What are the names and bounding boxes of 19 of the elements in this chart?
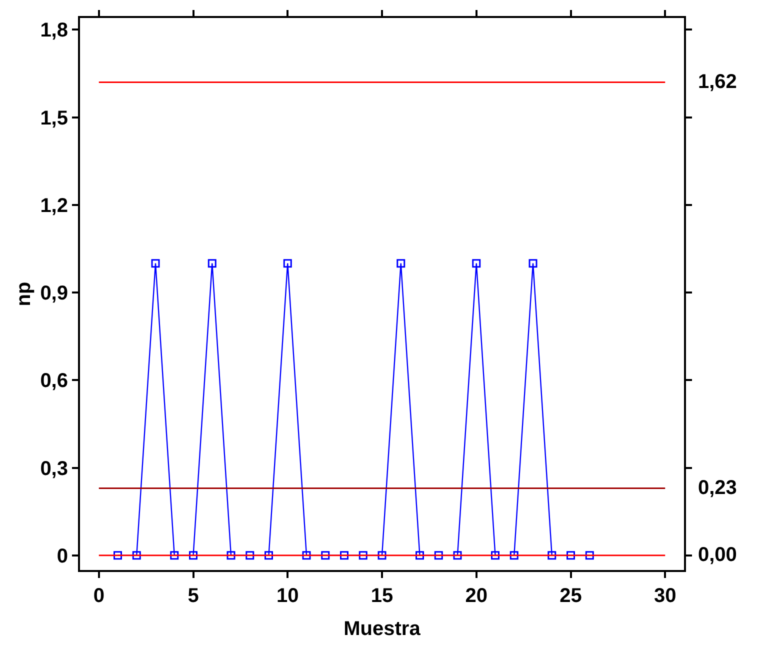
y-tick-label: 0,6: [40, 370, 68, 392]
y-tick-label: 1,8: [40, 20, 68, 42]
x-tick-label: 20: [465, 585, 488, 607]
ref-line-label: 0,23: [698, 477, 737, 499]
y-axis-title: np: [13, 282, 36, 306]
ref-line-label: 1,62: [698, 71, 737, 93]
x-tick-label: 25: [560, 585, 582, 607]
x-tick-label: 15: [370, 585, 394, 607]
x-tick-label: 5: [188, 585, 199, 607]
x-tick-label: 30: [654, 585, 676, 607]
y-tick-label: 0: [56, 545, 68, 568]
ref-line-label: 0,00: [698, 544, 737, 566]
x-axis-title: Muestra: [344, 618, 422, 640]
y-tick-label: 0,3: [40, 458, 68, 480]
x-tick-label: 0: [93, 585, 104, 607]
y-tick-label: 1,2: [40, 194, 68, 217]
y-tick-label: 1,5: [40, 107, 68, 130]
y-tick-label: 0,9: [40, 282, 68, 305]
x-tick-label: 10: [276, 585, 299, 607]
